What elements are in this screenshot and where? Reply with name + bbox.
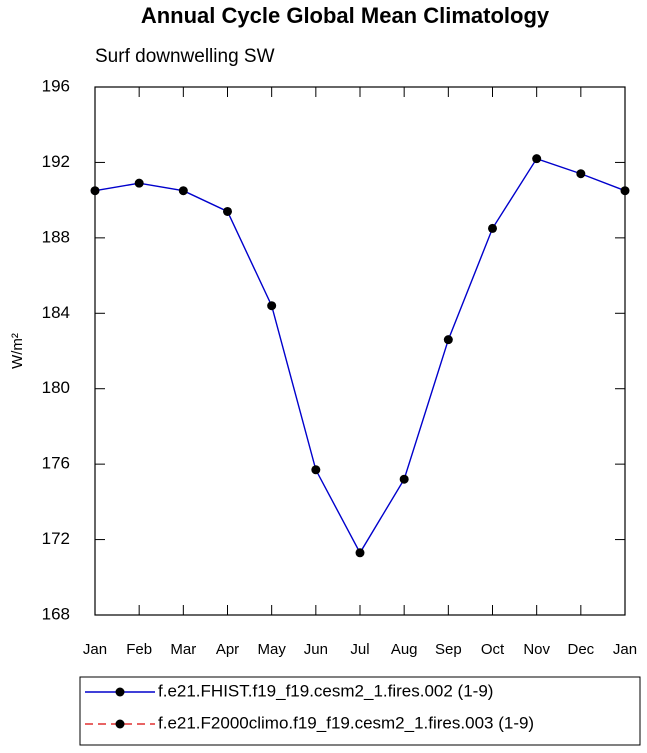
x-tick-label: Mar: [170, 641, 196, 658]
y-axis-label: W/m²: [9, 333, 26, 369]
data-point: [532, 154, 542, 164]
data-point: [443, 335, 453, 345]
x-tick-label: Jun: [304, 641, 328, 658]
y-tick-label: 196: [42, 76, 70, 95]
data-point: [134, 178, 144, 188]
data-point: [267, 301, 277, 311]
legend-box: [79, 676, 641, 746]
series-line: [94, 157, 626, 555]
y-tick-label: 188: [42, 227, 70, 246]
data-point: [223, 206, 232, 216]
x-tick-label: Jul: [350, 641, 369, 658]
x-tick-label: May: [257, 641, 286, 658]
x-tick-label: Feb: [126, 641, 152, 658]
legend-marker: [115, 687, 125, 697]
legend-label: f.e21.F2000climo.f19_f19.cesm2_1.fires.0…: [158, 713, 534, 732]
x-tick-label: Jan: [613, 641, 637, 658]
x-tick-label: Apr: [216, 641, 239, 658]
x-tick-label: Sep: [435, 641, 462, 658]
x-tick-label: Nov: [523, 641, 550, 658]
data-point: [399, 474, 409, 484]
y-tick-label: 176: [42, 454, 70, 473]
legend-marker: [115, 719, 125, 729]
y-tick-label: 192: [42, 152, 70, 171]
legend-label: f.e21.FHIST.f19_f19.cesm2_1.fires.002 (1…: [158, 681, 493, 700]
x-tick-label: Aug: [391, 641, 418, 658]
y-tick-label: 168: [42, 604, 70, 623]
y-tick-label: 172: [42, 529, 70, 548]
data-point: [311, 465, 321, 475]
y-tick-label: 180: [42, 378, 70, 397]
data-point: [355, 548, 365, 558]
chart-title: Annual Cycle Global Mean Climatology: [141, 3, 550, 28]
data-point: [620, 186, 630, 196]
data-point: [90, 186, 100, 196]
x-tick-label: Jan: [83, 641, 107, 658]
data-point: [178, 186, 188, 196]
plot-frame: [94, 86, 626, 616]
chart-subtitle: Surf downwelling SW: [95, 46, 275, 67]
data-point: [488, 223, 497, 233]
x-tick-label: Dec: [567, 641, 594, 658]
data-point: [576, 169, 586, 179]
x-tick-label: Oct: [481, 641, 505, 658]
y-tick-label: 184: [42, 303, 70, 322]
